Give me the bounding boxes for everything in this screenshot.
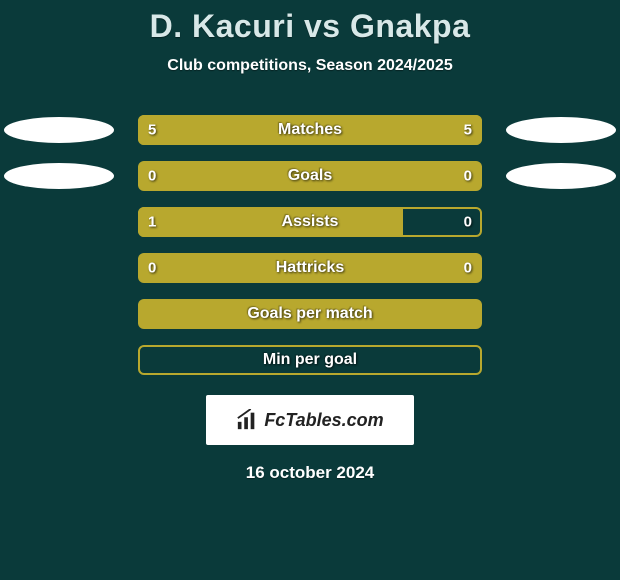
player-marker-left (4, 163, 114, 189)
stat-row: Goals per match (0, 291, 620, 337)
date-line: 16 october 2024 (0, 463, 620, 483)
stat-label: Goals per match (138, 305, 482, 323)
stat-bar: Goals per match (138, 299, 482, 329)
stat-row: Goals0 0 (0, 153, 620, 199)
stat-bar: Min per goal (138, 345, 482, 375)
stat-row: Hattricks0 0 (0, 245, 620, 291)
stats-list: Matches55Goals00Assists10Hattricks00Goal… (0, 107, 620, 383)
logo-badge: FcTables.com (206, 395, 414, 445)
comparison-infographic: D. Kacuri vs Gnakpa Club competitions, S… (0, 0, 620, 483)
page-title: D. Kacuri vs Gnakpa (0, 8, 620, 45)
stat-value-left: 0 (148, 168, 156, 185)
stat-bar: Matches5 5 (138, 115, 482, 145)
stat-value-left: 5 (148, 122, 156, 139)
stat-row: Assists1 0 (0, 199, 620, 245)
player-marker-right (506, 117, 616, 143)
stat-value-right: 0 (464, 214, 472, 231)
stat-value-left: 1 (148, 214, 156, 231)
stat-label: Matches (138, 121, 482, 139)
stat-value-right: 0 (464, 260, 472, 277)
player-marker-right (506, 163, 616, 189)
logo-inner: FcTables.com (236, 409, 383, 431)
stat-label: Hattricks (138, 259, 482, 277)
stat-bar: Assists1 0 (138, 207, 482, 237)
stat-value-right: 0 (464, 168, 472, 185)
stat-value-right: 5 (464, 122, 472, 139)
logo-text: FcTables.com (264, 410, 383, 431)
stat-label: Min per goal (138, 351, 482, 369)
stat-bar: Hattricks0 0 (138, 253, 482, 283)
stat-bar: Goals0 0 (138, 161, 482, 191)
stat-label: Goals (138, 167, 482, 185)
stat-label: Assists (138, 213, 482, 231)
bar-chart-icon (236, 409, 258, 431)
stat-row: Min per goal (0, 337, 620, 383)
player-marker-left (4, 117, 114, 143)
stat-row: Matches5 5 (0, 107, 620, 153)
stat-value-left: 0 (148, 260, 156, 277)
subtitle: Club competitions, Season 2024/2025 (0, 57, 620, 75)
